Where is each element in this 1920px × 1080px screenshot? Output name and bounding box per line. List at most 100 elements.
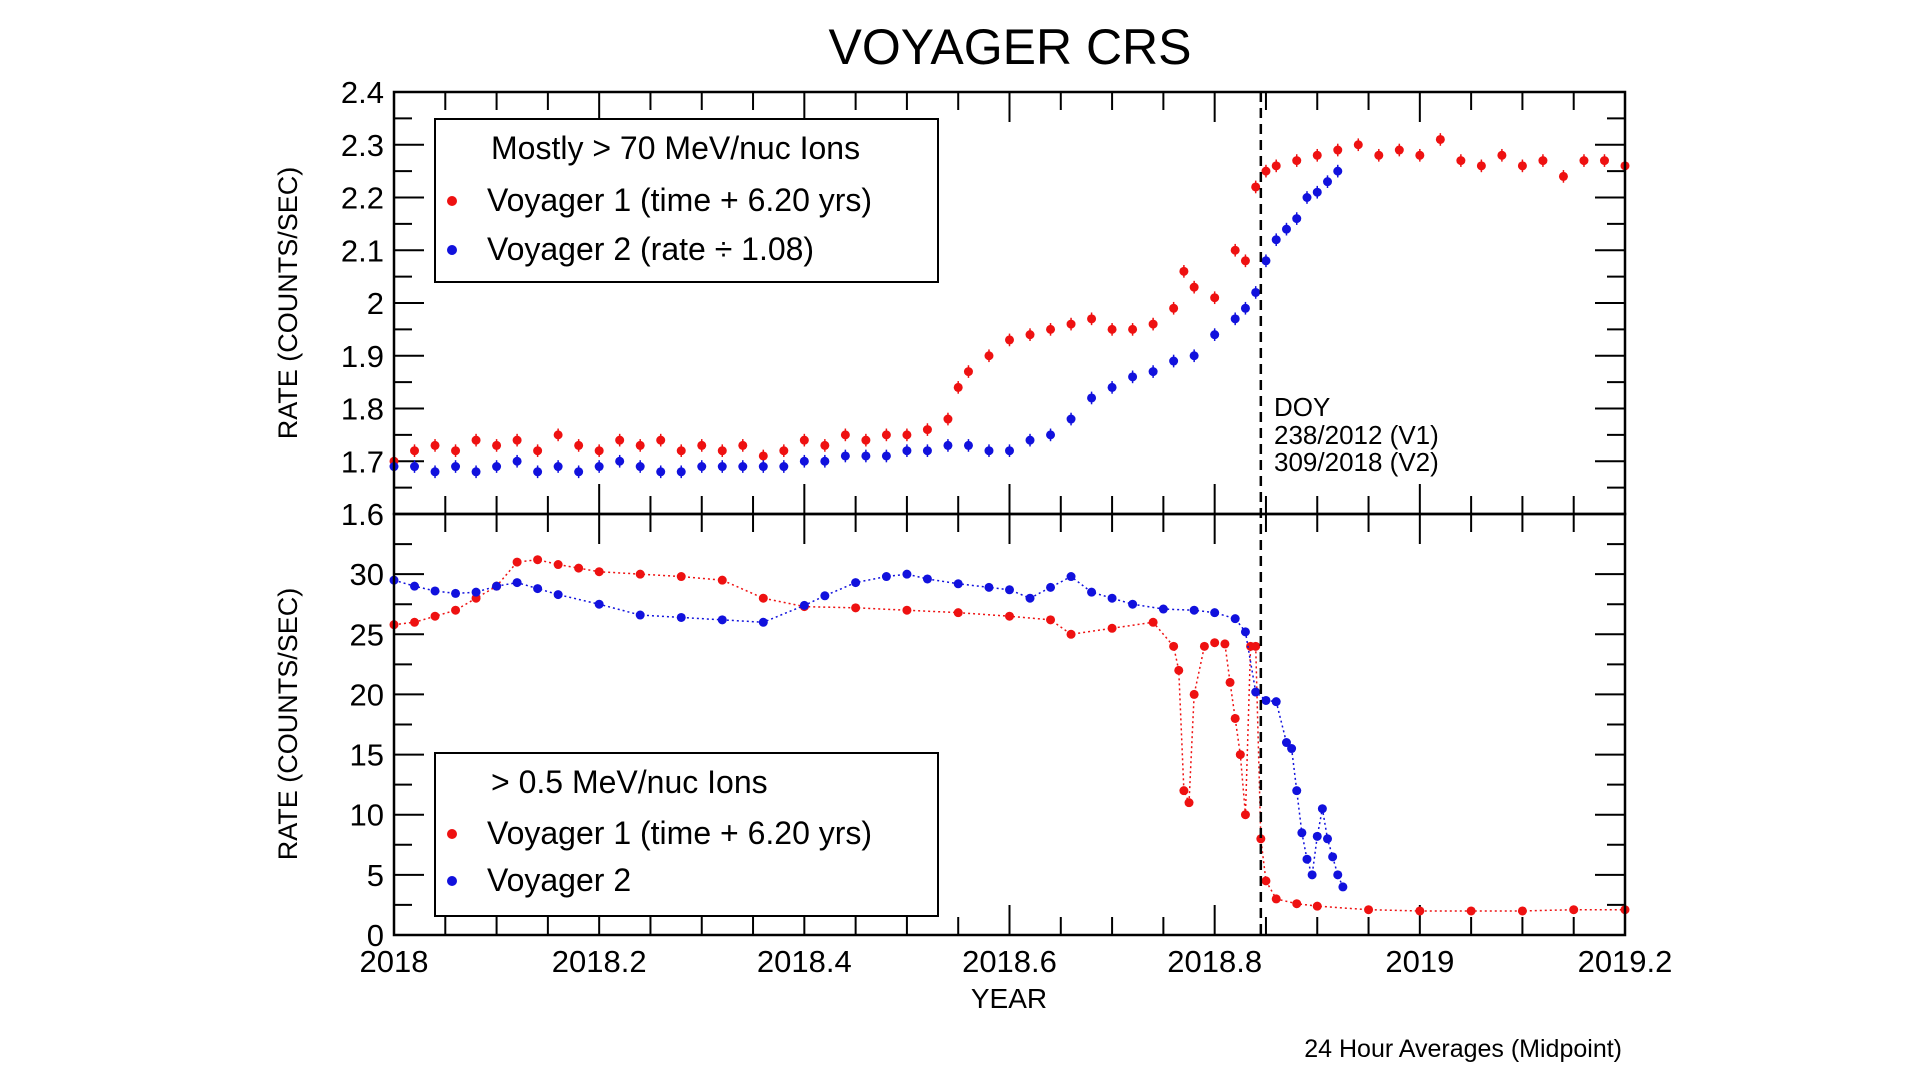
data-point xyxy=(963,367,973,377)
data-point xyxy=(1169,641,1179,651)
x-axis-label: YEAR xyxy=(971,983,1047,1014)
data-point xyxy=(1292,899,1302,909)
data-point xyxy=(1025,435,1035,445)
data-point xyxy=(717,575,727,585)
data-point xyxy=(676,572,686,582)
data-point xyxy=(1230,314,1240,324)
data-point xyxy=(840,451,850,461)
data-point xyxy=(1210,608,1220,618)
data-point xyxy=(1312,831,1322,841)
data-point xyxy=(1558,171,1568,181)
data-point xyxy=(492,581,502,591)
y-tick-label: 2.4 xyxy=(341,75,384,110)
data-point xyxy=(1599,156,1609,166)
data-point xyxy=(574,563,584,573)
data-point xyxy=(1497,150,1507,160)
data-point xyxy=(1046,615,1056,625)
y-tick-label: 5 xyxy=(367,858,384,893)
data-point xyxy=(533,467,543,477)
data-point xyxy=(1107,623,1117,633)
x-tick-label: 2018.6 xyxy=(962,944,1057,979)
data-point xyxy=(717,615,727,625)
data-point xyxy=(1240,627,1250,637)
data-point xyxy=(1189,605,1199,615)
data-point xyxy=(430,440,440,450)
legend-marker xyxy=(447,245,457,255)
y-tick-label: 2 xyxy=(367,286,384,321)
data-point xyxy=(1338,882,1348,892)
data-point xyxy=(1230,614,1240,624)
data-point xyxy=(1189,351,1199,361)
data-point xyxy=(1271,894,1281,904)
data-point xyxy=(861,451,871,461)
data-point xyxy=(594,462,604,472)
x-tick-label: 2019 xyxy=(1385,944,1454,979)
data-point xyxy=(1281,738,1291,748)
data-point xyxy=(881,430,891,440)
footnote: 24 Hour Averages (Midpoint) xyxy=(1304,1035,1622,1063)
data-point xyxy=(1179,786,1189,796)
data-point xyxy=(1148,319,1158,329)
data-point xyxy=(492,440,502,450)
data-point xyxy=(1025,330,1035,340)
data-point xyxy=(1271,161,1281,171)
data-point xyxy=(451,462,461,472)
data-point xyxy=(697,462,707,472)
data-point xyxy=(779,462,789,472)
data-point xyxy=(1107,593,1117,603)
data-point xyxy=(851,578,861,588)
data-point xyxy=(1328,852,1338,862)
data-point xyxy=(779,446,789,456)
data-point xyxy=(1281,224,1291,234)
data-point xyxy=(1087,314,1097,324)
data-point xyxy=(1240,256,1250,266)
data-point xyxy=(533,555,543,565)
data-point xyxy=(1333,145,1343,155)
data-point xyxy=(410,581,420,591)
data-point xyxy=(922,425,932,435)
x-tick-label: 2019.2 xyxy=(1578,944,1673,979)
data-point xyxy=(553,560,563,570)
y-tick-label: 15 xyxy=(350,738,384,773)
data-point xyxy=(861,435,871,445)
data-point xyxy=(1466,906,1476,916)
data-point xyxy=(820,440,830,450)
series-voyager-2 xyxy=(389,164,1343,479)
y-tick-label: 0 xyxy=(367,918,384,953)
data-point xyxy=(820,591,830,601)
data-point xyxy=(1107,382,1117,392)
data-point xyxy=(1256,834,1266,844)
data-point xyxy=(1317,804,1327,814)
doy-annotation-v2: 309/2018 (V2) xyxy=(1274,447,1439,477)
data-point xyxy=(1066,572,1076,582)
data-point xyxy=(1148,617,1158,627)
data-point xyxy=(635,569,645,579)
data-point xyxy=(840,430,850,440)
data-point xyxy=(430,586,440,596)
data-point xyxy=(553,430,563,440)
data-point xyxy=(1240,303,1250,313)
data-point xyxy=(676,467,686,477)
data-point xyxy=(758,462,768,472)
x-tick-label: 2018 xyxy=(360,944,429,979)
data-point xyxy=(656,435,666,445)
data-point xyxy=(1066,414,1076,424)
data-point xyxy=(553,590,563,600)
data-point xyxy=(676,446,686,456)
data-point xyxy=(943,440,953,450)
data-point xyxy=(984,351,994,361)
data-point xyxy=(963,440,973,450)
data-point xyxy=(1225,677,1235,687)
data-point xyxy=(881,451,891,461)
data-point xyxy=(1251,641,1261,651)
legend-marker xyxy=(447,196,457,206)
x-tick-label: 2018.8 xyxy=(1167,944,1262,979)
y-tick-label: 1.8 xyxy=(341,392,384,427)
data-point xyxy=(615,456,625,466)
data-point xyxy=(430,611,440,621)
data-point xyxy=(471,587,481,597)
data-point xyxy=(492,462,502,472)
doy-annotation-title: DOY xyxy=(1274,392,1330,422)
data-point xyxy=(1251,287,1261,297)
data-point xyxy=(1271,235,1281,245)
